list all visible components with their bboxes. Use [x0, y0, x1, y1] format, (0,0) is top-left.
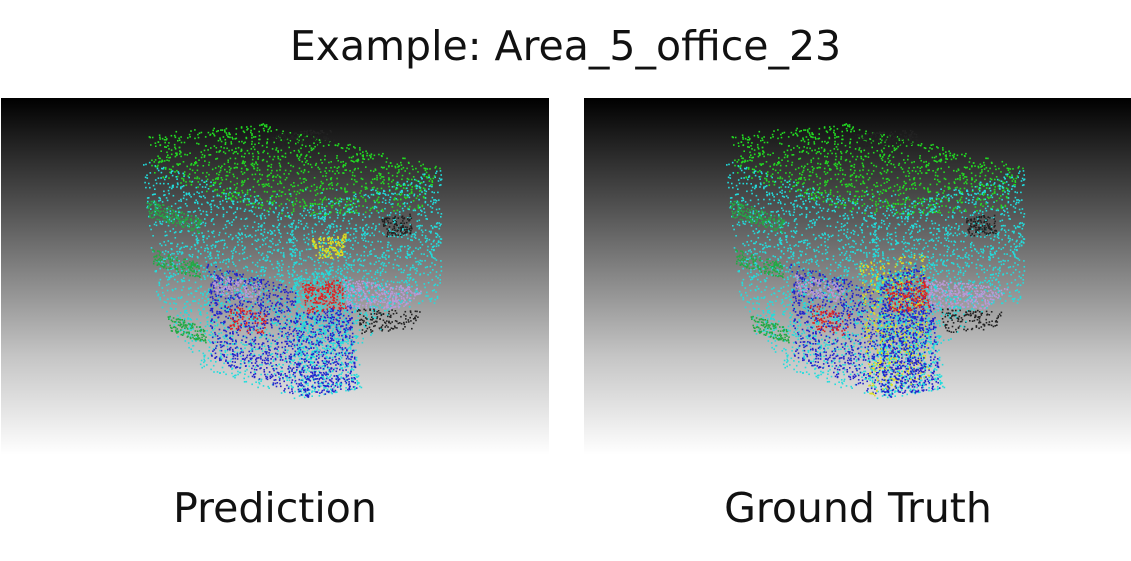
point-cluster — [227, 306, 267, 334]
point-cluster — [924, 279, 1009, 310]
prediction-point-cloud-image — [1, 98, 549, 455]
point-cluster — [735, 249, 784, 279]
point-cluster — [146, 200, 202, 234]
point-cluster — [152, 249, 201, 279]
ground-truth-point-cloud-image — [584, 98, 1131, 455]
prediction-point-cloud-svg — [143, 123, 443, 400]
point-cluster — [302, 279, 348, 314]
ground-truth-caption: Ground Truth — [724, 484, 992, 532]
point-cluster — [880, 265, 927, 393]
point-cluster — [311, 233, 347, 260]
point-cluster — [292, 263, 363, 399]
point-cluster — [729, 200, 785, 234]
point-cluster — [163, 188, 422, 381]
point-cluster — [854, 129, 921, 147]
point-cluster — [148, 123, 441, 218]
prediction-caption: Prediction — [173, 484, 377, 532]
point-cluster — [746, 188, 1003, 383]
point-cluster — [965, 214, 998, 237]
point-cluster — [272, 129, 336, 148]
point-cluster — [809, 305, 851, 336]
point-cluster — [167, 315, 207, 344]
point-cluster — [356, 308, 421, 335]
ground-truth-point-cloud-svg — [726, 123, 1026, 400]
point-cluster — [794, 274, 845, 302]
point-cluster — [750, 315, 790, 344]
point-cluster — [341, 278, 422, 310]
point-cluster — [941, 308, 1003, 333]
point-cluster — [731, 123, 1024, 218]
figure-title: Example: Area_5_office_23 — [289, 22, 842, 70]
point-cluster — [212, 274, 262, 304]
